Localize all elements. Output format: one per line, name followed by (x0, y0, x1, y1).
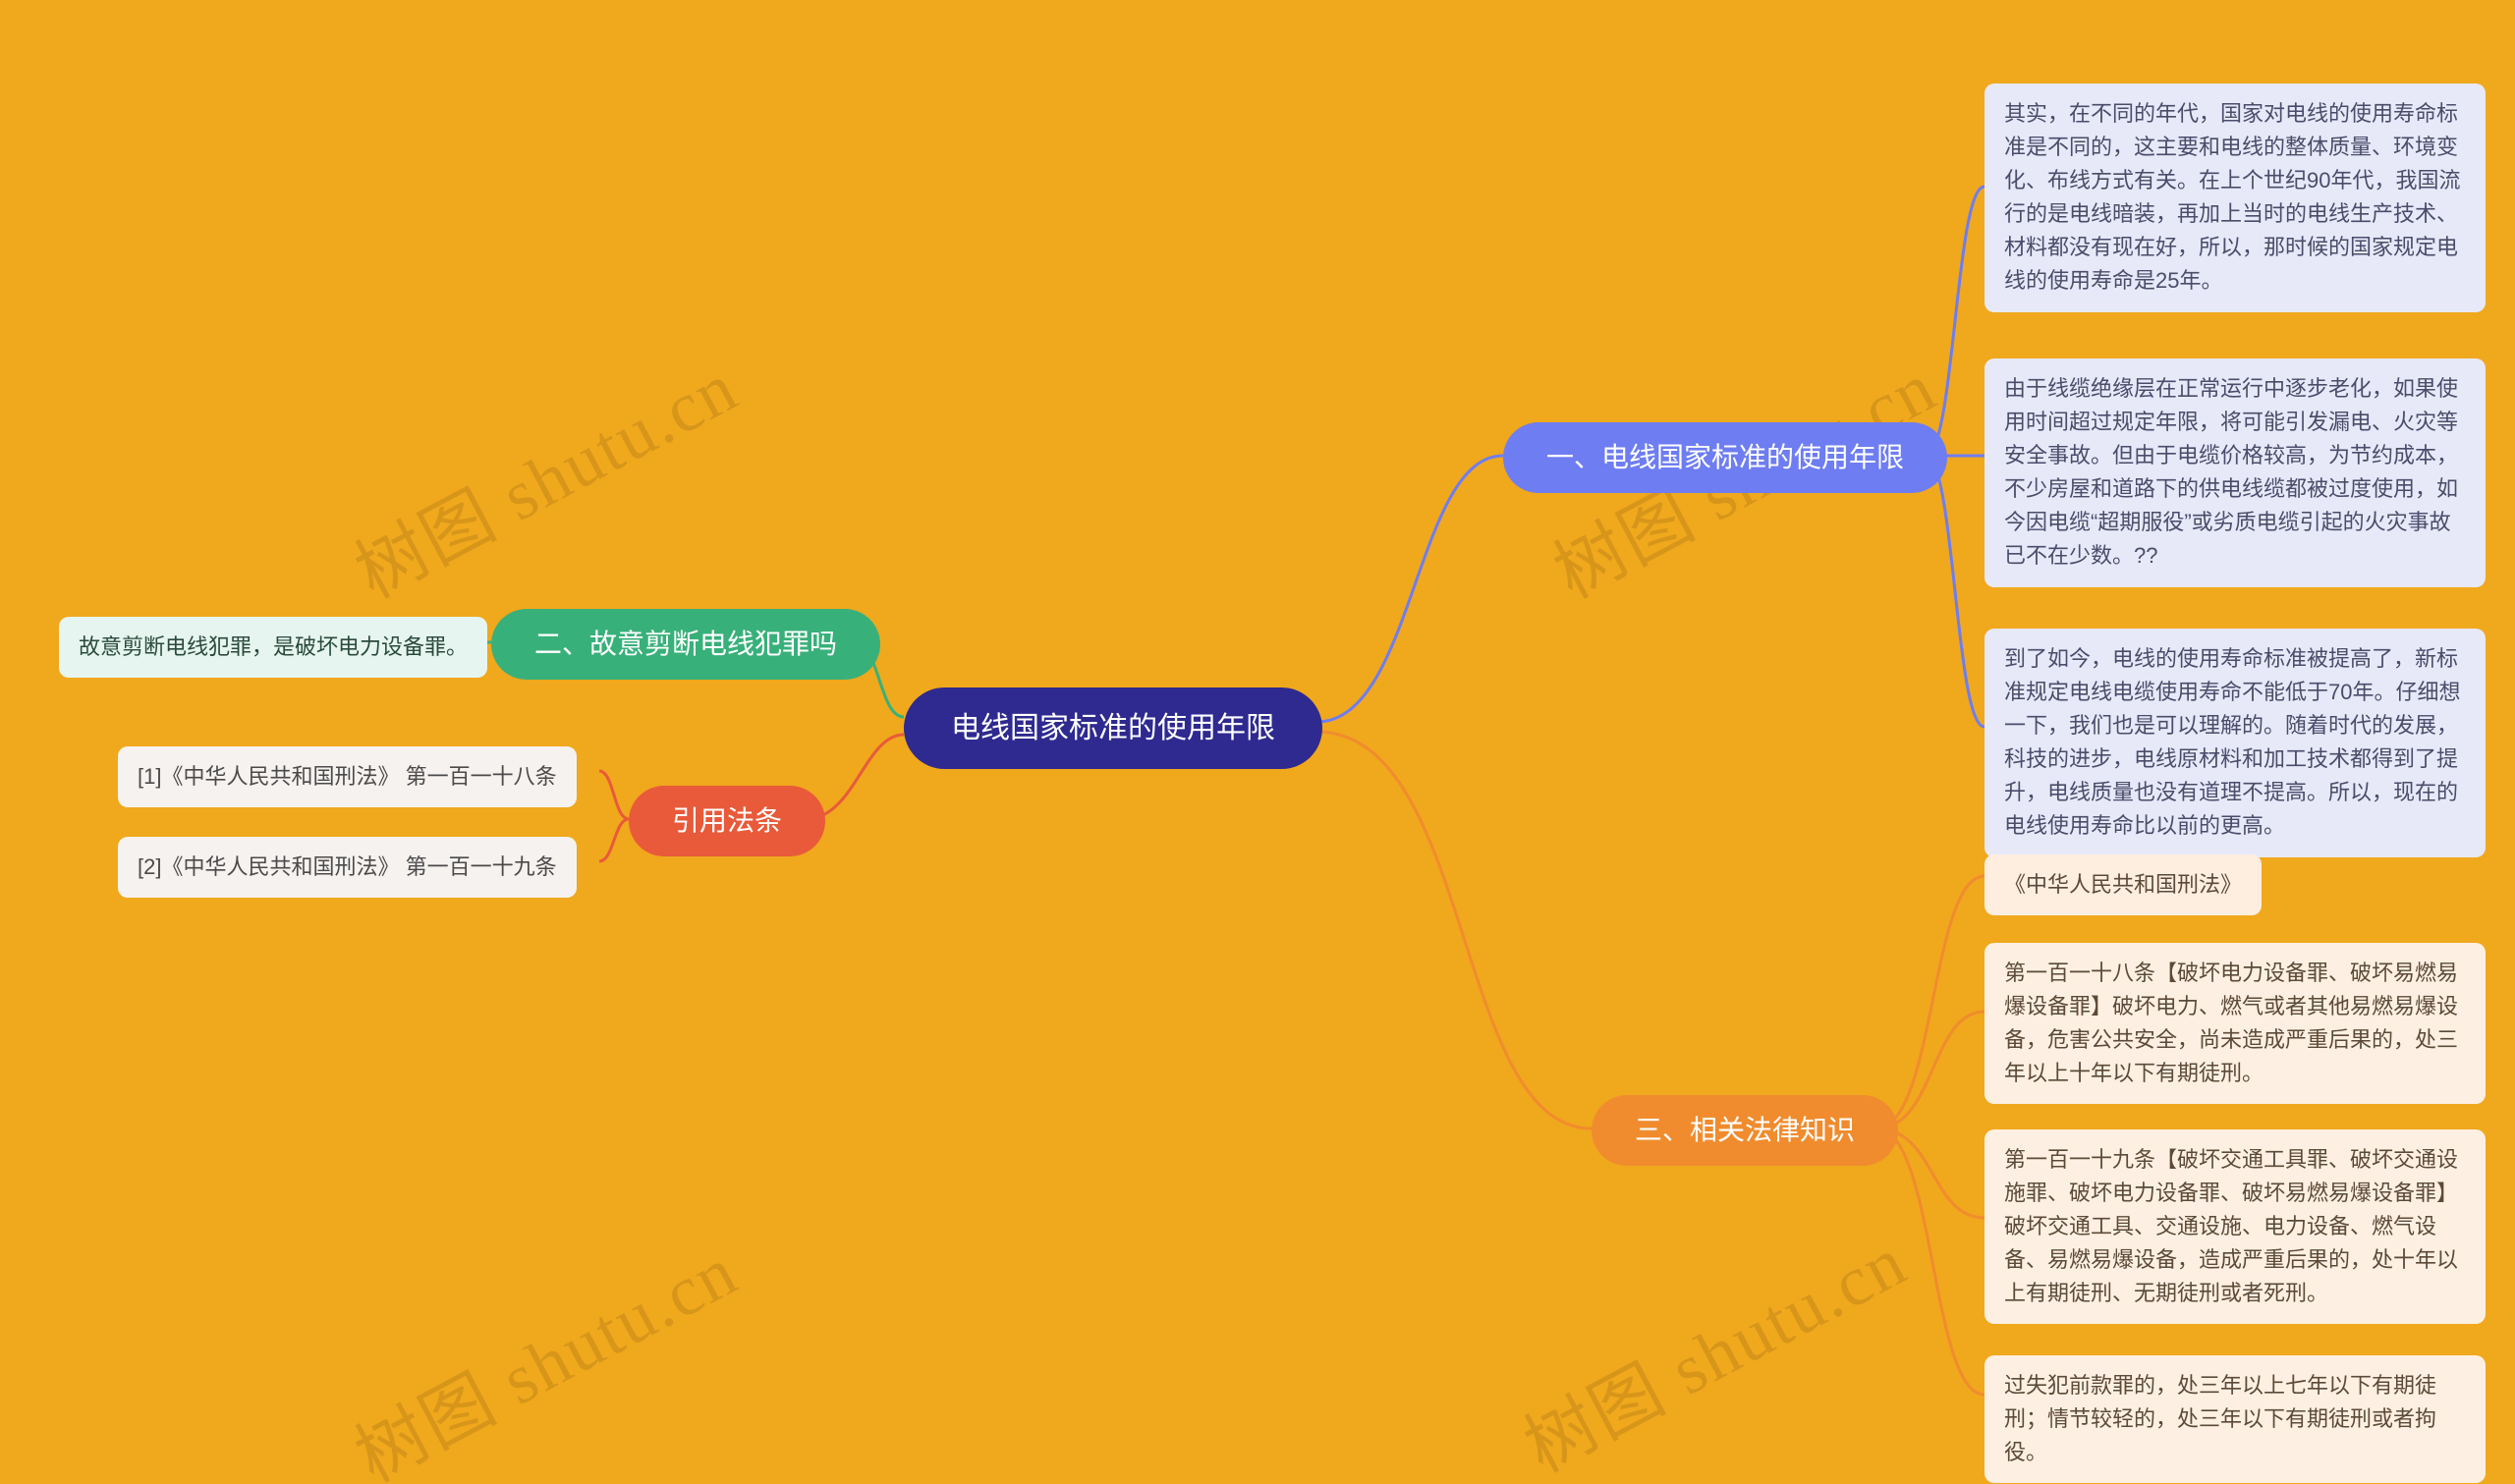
leaf-node[interactable]: 第一百一十九条【破坏交通工具罪、破坏交通设施罪、破坏电力设备罪、破坏易燃易爆设备… (1984, 1129, 2486, 1324)
leaf-node[interactable]: 由于线缆绝缘层在正常运行中逐步老化，如果使用时间超过规定年限，将可能引发漏电、火… (1984, 358, 2486, 587)
connector-line (599, 819, 629, 861)
connector-line (1926, 187, 1984, 456)
watermark: 树图 shutu.cn (1503, 1204, 1921, 1484)
leaf-node[interactable]: [1]《中华人民共和国刑法》 第一百一十八条 (118, 746, 577, 807)
connector-line (1316, 732, 1592, 1128)
leaf-node[interactable]: 其实，在不同的年代，国家对电线的使用寿命标准是不同的，这主要和电线的整体质量、环… (1984, 83, 2486, 312)
leaf-node[interactable]: 《中华人民共和国刑法》 (1984, 854, 2262, 915)
connector-line (1876, 1128, 1984, 1395)
branch-node-4[interactable]: 引用法条 (629, 786, 825, 856)
leaf-node[interactable]: [2]《中华人民共和国刑法》 第一百一十九条 (118, 837, 577, 898)
connector-line (1926, 456, 1984, 727)
branch-node-1[interactable]: 一、电线国家标准的使用年限 (1503, 422, 1947, 493)
leaf-node[interactable]: 故意剪断电线犯罪，是破坏电力设备罪。 (59, 617, 487, 678)
watermark: 树图 shutu.cn (334, 330, 752, 618)
root-node[interactable]: 电线国家标准的使用年限 (904, 687, 1322, 769)
branch-node-2[interactable]: 二、故意剪断电线犯罪吗 (491, 609, 880, 680)
leaf-node[interactable]: 到了如今，电线的使用寿命标准被提高了，新标准规定电线电缆使用寿命不能低于70年。… (1984, 629, 2486, 857)
connector-line (1876, 876, 1984, 1128)
leaf-node[interactable]: 第一百一十八条【破坏电力设备罪、破坏易燃易爆设备罪】破坏电力、燃气或者其他易燃易… (1984, 943, 2486, 1104)
leaf-node[interactable]: 过失犯前款罪的，处三年以上七年以下有期徒刑；情节较轻的，处三年以下有期徒刑或者拘… (1984, 1355, 2486, 1483)
connector-line (1316, 456, 1503, 722)
connector-line (599, 771, 629, 819)
watermark: 树图 shutu.cn (334, 1214, 752, 1484)
branch-node-3[interactable]: 三、相关法律知识 (1592, 1095, 1898, 1166)
mindmap-canvas: 树图 shutu.cn 树图 shutu.cn 树图 shutu.cn 树图 s… (0, 0, 2515, 1484)
